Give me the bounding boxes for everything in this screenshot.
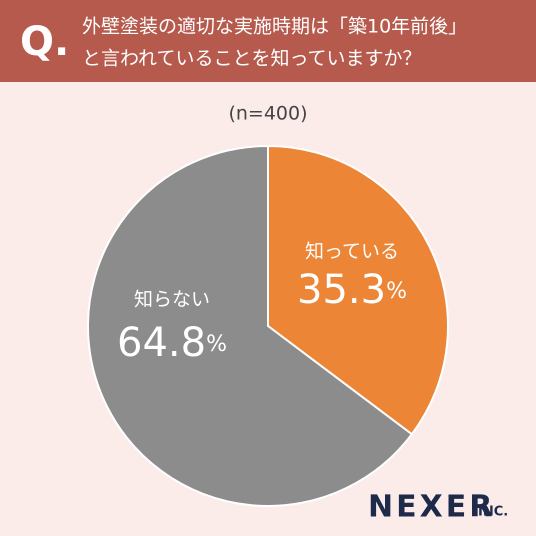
subtitle: (n=400): [228, 103, 307, 125]
category-label: 知らない: [134, 289, 210, 311]
brand: NEXER: [368, 490, 495, 525]
header-bar: [0, 0, 536, 82]
title-line: と言われていることを知っていますか？: [82, 48, 422, 70]
pie-slice: [87, 144, 414, 507]
value-label: 35.3%: [297, 267, 407, 313]
labels: 知っている 35.3% 知らない 64.8%: [117, 241, 407, 367]
question-mark: Q.: [20, 19, 69, 65]
category-label: 知っている: [305, 241, 399, 263]
title-line: 外壁塗装の適切な実施時期は「築10年前後」: [82, 15, 467, 38]
pie: [87, 144, 449, 507]
brand-suffix: INC.: [478, 505, 508, 520]
pie-slice: [267, 144, 449, 436]
value-label: 64.8%: [117, 320, 227, 366]
